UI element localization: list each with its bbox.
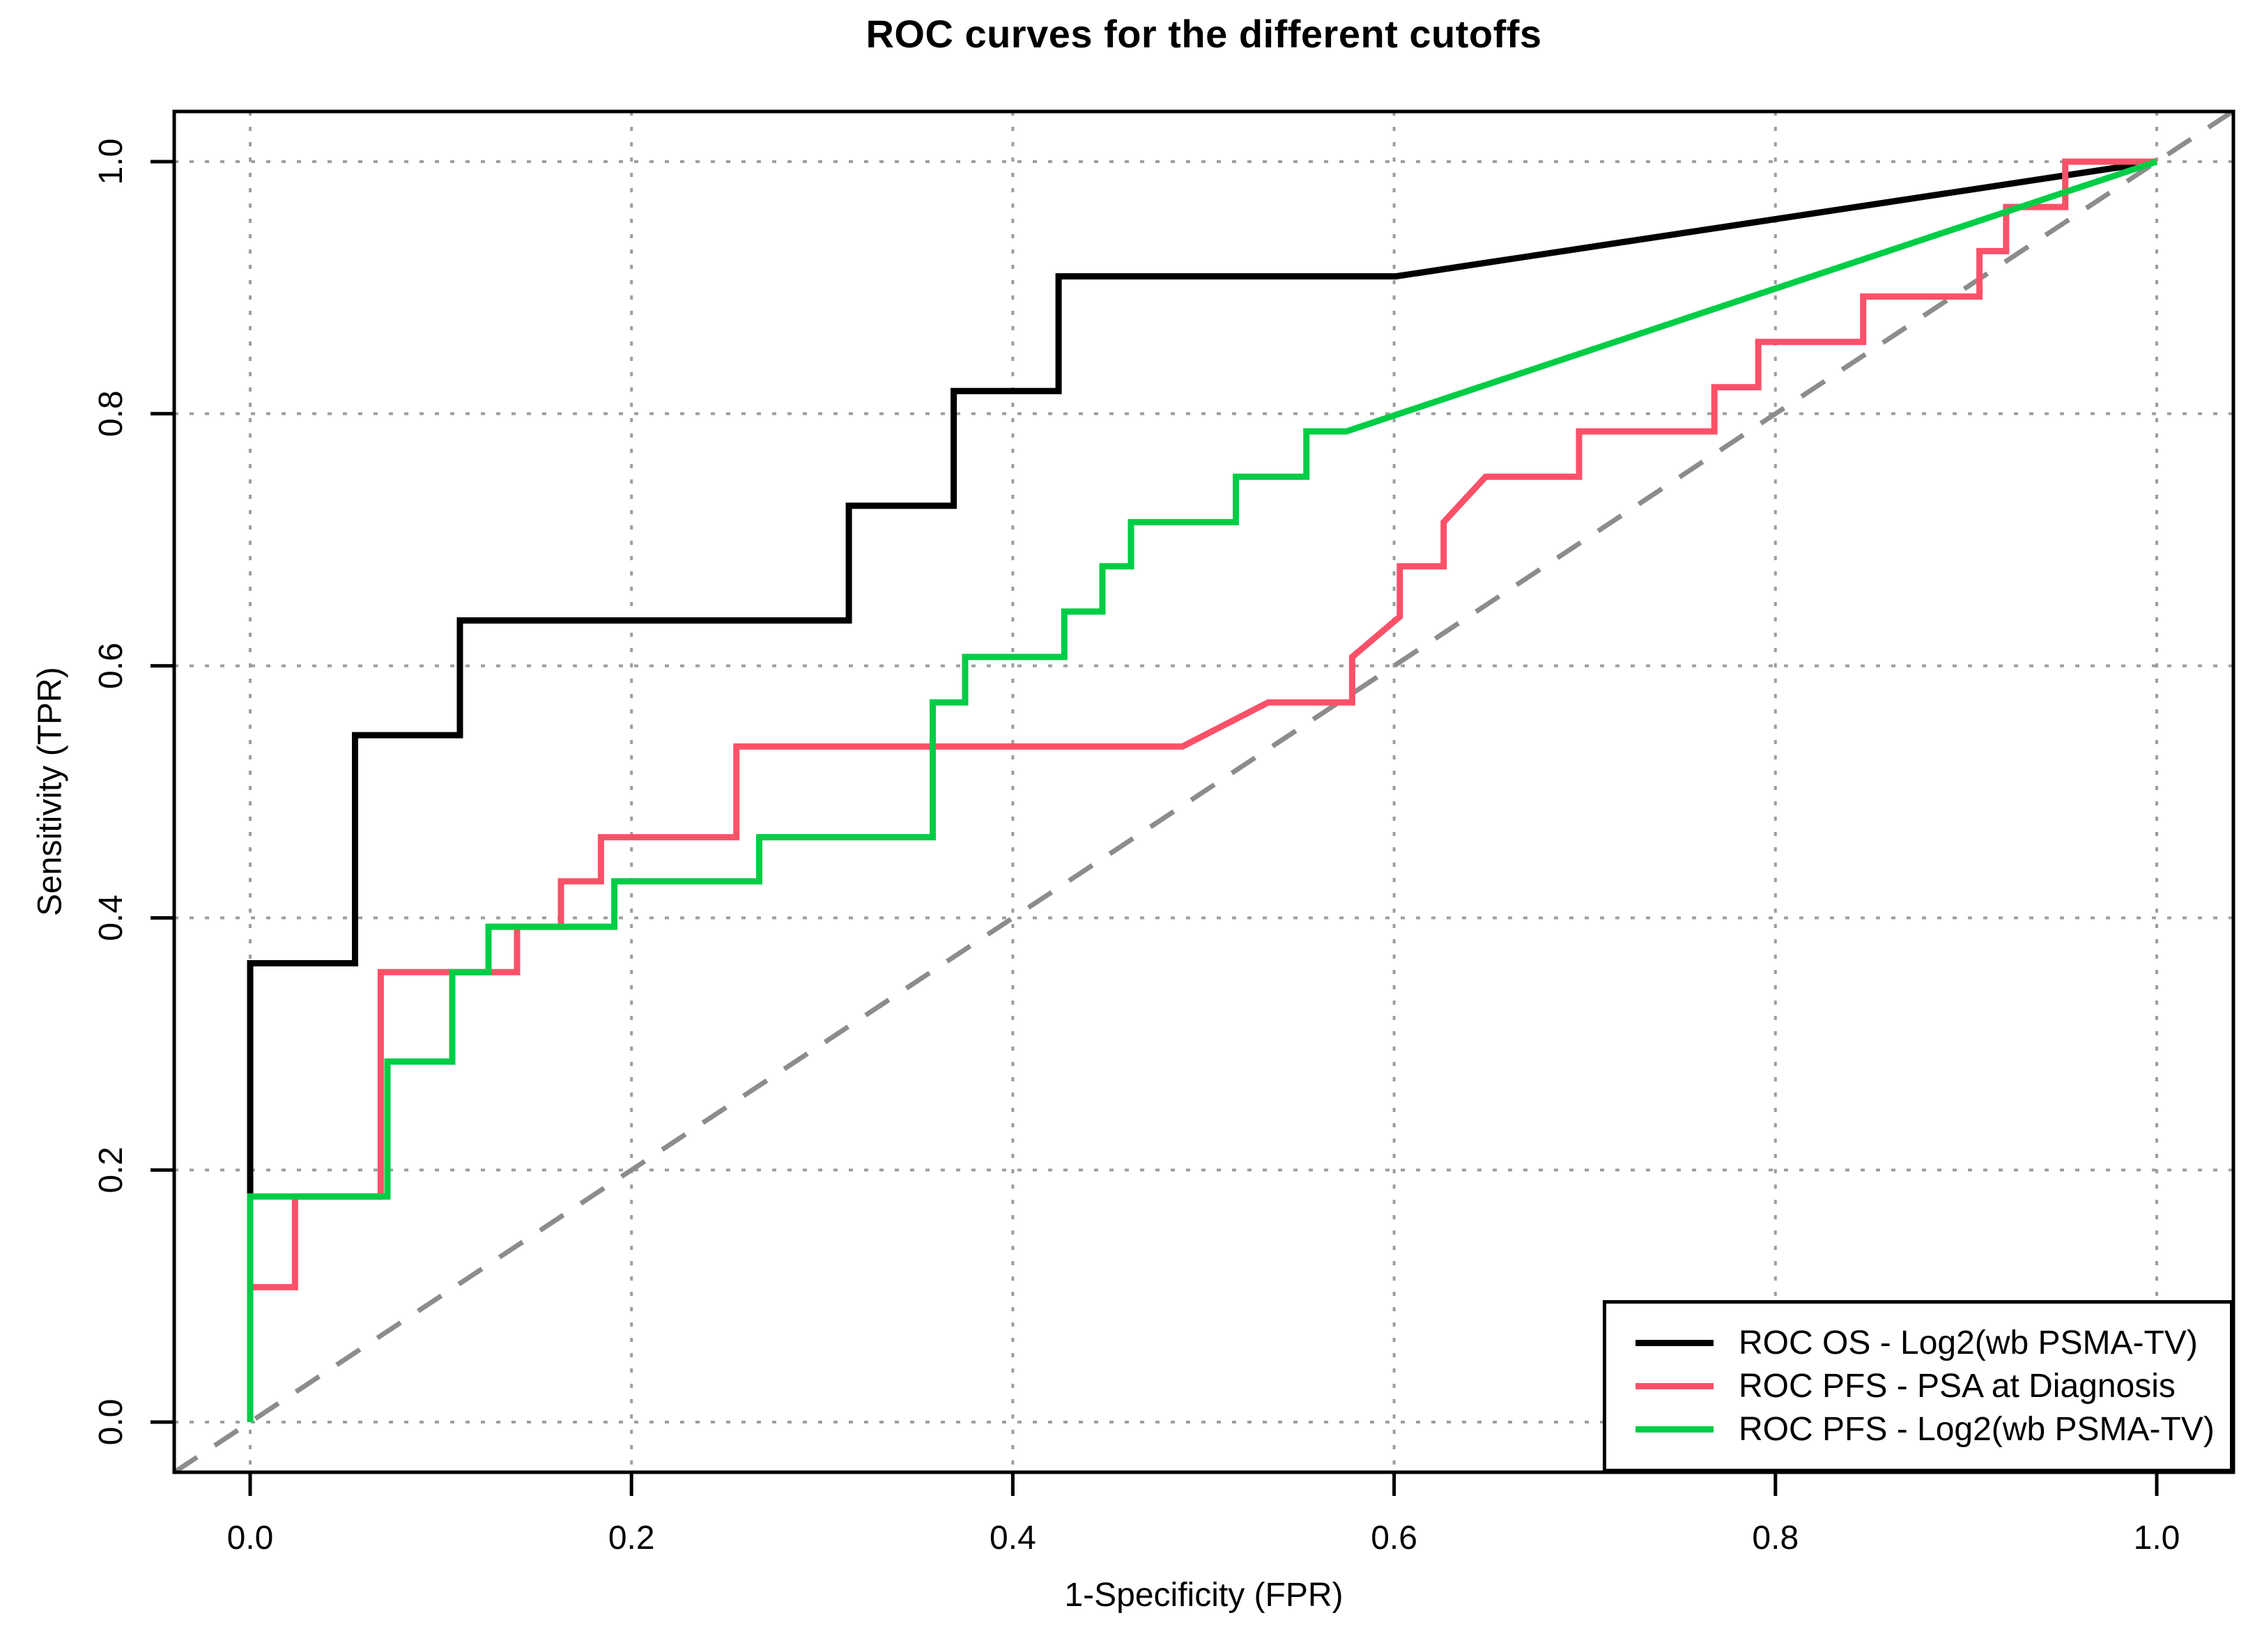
plot-frame	[172, 109, 2235, 1474]
x-tick-label: 0.2	[608, 1520, 655, 1557]
roc-curve-os-log2-psma-tv	[247, 158, 2157, 1422]
y-tick-label: 0.8	[93, 390, 130, 437]
legend-item-pfs-tv: ROC PFS - Log2(wb PSMA-TV)	[1636, 1408, 2230, 1451]
x-tick-label: 0.6	[1371, 1520, 1417, 1557]
legend-item-os: ROC OS - Log2(wb PSMA-TV)	[1636, 1322, 2230, 1365]
y-tick-label: 0.4	[93, 895, 130, 941]
chart-title: ROC curves for the different cutoffs	[865, 12, 1542, 56]
x-tick-label: 0.8	[1752, 1520, 1799, 1557]
y-axis-label: Sensitivity (TPR)	[31, 667, 69, 916]
legend-line-swatch-pfs-psa	[1636, 1383, 1714, 1389]
legend-line-swatch-os	[1636, 1340, 1714, 1346]
roc-curve-pfs-psa	[247, 158, 2157, 1422]
legend-item-label: ROC OS - Log2(wb PSMA-TV)	[1739, 1325, 2198, 1361]
y-tick-label: 0.0	[93, 1399, 130, 1446]
legend: ROC OS - Log2(wb PSMA-TV) ROC PFS - PSA …	[1603, 1300, 2233, 1472]
y-tick-label: 1.0	[93, 139, 130, 185]
legend-item-label: ROC PFS - PSA at Diagnosis	[1739, 1368, 2176, 1405]
x-tick-label: 0.4	[990, 1520, 1036, 1557]
x-axis-label: 1-Specificity (FPR)	[1064, 1577, 1344, 1614]
legend-item-label: ROC PFS - Log2(wb PSMA-TV)	[1739, 1411, 2215, 1448]
legend-line-swatch-pfs-tv	[1636, 1426, 1714, 1433]
y-tick-label: 0.2	[93, 1147, 130, 1194]
y-tick-label: 0.6	[93, 642, 130, 689]
legend-item-pfs-psa: ROC PFS - PSA at Diagnosis	[1636, 1365, 2230, 1408]
reference-diagonal	[172, 109, 2235, 1475]
x-tick-label: 0.0	[227, 1520, 274, 1557]
x-tick-label: 1.0	[2134, 1520, 2180, 1557]
roc-curve-pfs-log2-psma-tv	[247, 158, 2158, 1422]
